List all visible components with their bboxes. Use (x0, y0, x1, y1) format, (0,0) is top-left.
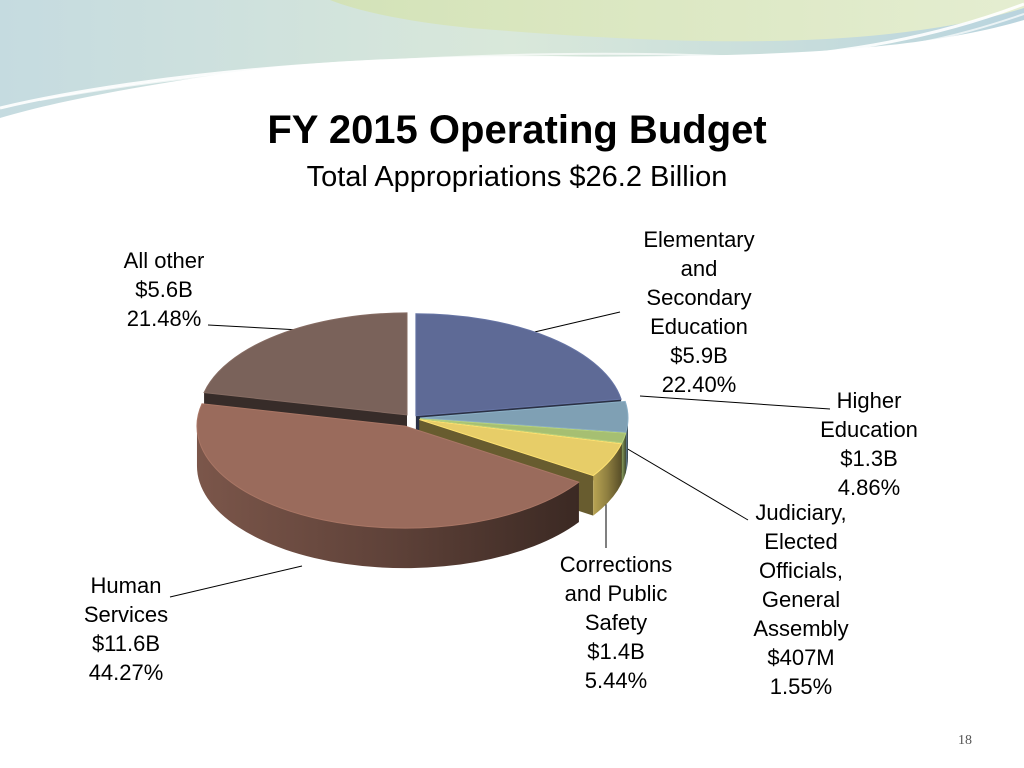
leader-line-all-other (207, 324, 301, 331)
slice-label-name-line: Elected (764, 529, 838, 554)
slice-label-higher-education: Higher Education $1.3B 4.86% (806, 386, 932, 502)
slice-label-amount: $11.6B (91, 631, 161, 656)
slice-label-percent: 5.44% (584, 668, 648, 693)
slice-label-percent: 1.55% (769, 674, 833, 699)
slice-label-name-line: Services (83, 602, 169, 627)
slice-label-all-other: All other $5.6B 21.48% (100, 246, 228, 333)
slice-label-name-line: Secondary (646, 285, 752, 310)
header-swoosh-decoration (0, 0, 1024, 118)
slice-label-name-line: and (680, 256, 718, 281)
slice-label-amount: $1.3B (840, 446, 898, 471)
leader-line-judiciary (625, 447, 749, 521)
pie-slice-top-elementary-secondary-education (415, 313, 622, 417)
pie-slice-top-all-other (203, 312, 408, 416)
pie-slice-top-judiciary (419, 418, 627, 444)
chart-title: FY 2015 Operating Budget (267, 108, 767, 152)
leader-line-human-services (169, 565, 303, 598)
leader-line-higher-education (639, 395, 831, 410)
slice-label-amount: $1.4B (587, 639, 645, 664)
pie-slice-top-higher-education (419, 400, 629, 433)
slice-label-amount: $5.6B (135, 277, 193, 302)
slice-label-percent: 44.27% (88, 660, 164, 685)
leader-line-elementary-secondary-education (525, 311, 621, 335)
slice-label-percent: 21.48% (126, 306, 202, 331)
pie-slice-top-corrections-public-safety (419, 419, 623, 477)
slice-label-corrections-public-safety: Corrections and Public Safety $1.4B 5.44… (540, 550, 692, 695)
slice-label-name-line: Education (650, 314, 748, 339)
slice-label-amount: $407M (767, 645, 835, 670)
slice-label-name-line: Higher (836, 388, 902, 413)
page-number: 18 (958, 733, 972, 748)
slice-label-human-services: Human Services $11.6B 44.27% (62, 571, 190, 687)
slice-label-name-line: Assembly (753, 616, 849, 641)
slice-label-name-line: and Public (564, 581, 668, 606)
slice-label-percent: 4.86% (837, 475, 901, 500)
slice-label-name-line: Safety (584, 610, 648, 635)
slice-label-name-line: All other (123, 248, 205, 273)
slice-label-elementary-secondary-education: Elementary and Secondary Education $5.9B… (626, 225, 772, 399)
slice-label-name-line: Education (820, 417, 918, 442)
slice-label-percent: 22.40% (661, 372, 737, 397)
slice-label-name-line: Judiciary, (755, 500, 847, 525)
slice-label-name-line: Human (90, 573, 162, 598)
slice-label-name-line: Officials, (759, 558, 843, 583)
slice-label-name-line: Elementary (643, 227, 755, 252)
slice-label-name-line: General (761, 587, 841, 612)
chart-subtitle: Total Appropriations $26.2 Billion (306, 161, 728, 193)
pie-slice-top-human-services (196, 403, 580, 529)
slice-label-name-line: Corrections (559, 552, 673, 577)
slice-label-amount: $5.9B (670, 343, 728, 368)
slice-label-judiciary: Judiciary, Elected Officials, General As… (735, 498, 867, 701)
